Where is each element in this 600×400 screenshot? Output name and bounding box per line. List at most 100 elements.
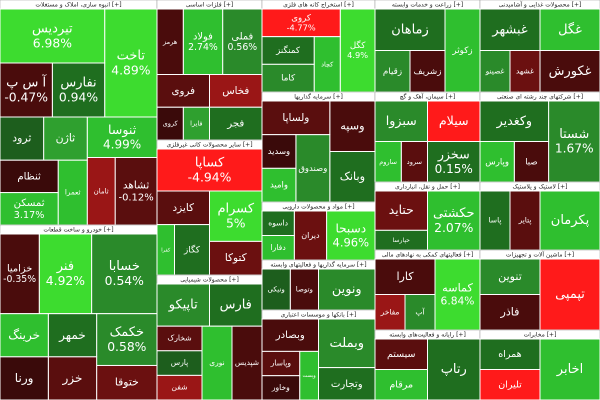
tile-label: پتایر [518,216,532,225]
sector: [+] سرمایه گذاریها وسپه وبانک ولساپا وصندوق و… [261,91,376,203]
tile-label: وبملت [330,336,364,351]
tile-change: 6.84% [441,294,475,307]
tile [374,258,436,295]
sector-name: [+] مخابرات [524,332,557,339]
tile [539,8,600,51]
sector: [+] مخابرات اخابر همراه تلیران [479,329,600,400]
tile-label: فولاد [193,31,213,42]
tile [0,192,59,226]
tile-label: فجر [226,119,244,130]
tile-label: غگل [558,21,582,37]
tile [0,8,106,64]
tile [339,8,376,93]
tile [326,210,376,261]
tile-label: پاسا [489,216,502,225]
tile-label: تاپیکو [168,298,198,313]
tile-label: کگل [350,40,366,51]
sector-name: [+] فلزات اساسی [186,2,234,9]
sector-name: [+] شرکتهای چند رشته ای صنعتی [497,94,583,101]
tile-label: مرقام [389,379,413,390]
tile [261,134,297,169]
tile-label: فروی [172,86,196,97]
tile-label: زماهان [391,22,428,37]
tile-change: 0.94% [59,90,98,104]
tile-label: داسوه [268,218,288,227]
tile-label: سیلام [439,113,469,128]
sector-name: [+] سرمایه گذاریها و فعالیتهای وابسته [270,261,366,269]
tile-label: ثامان [94,187,109,195]
tile-label: سرود [407,158,422,166]
sector-name: [+] محصولات غذایی و آشامیدنی [499,0,582,9]
tile [539,190,600,251]
tile [479,8,541,51]
sector-name: [+] سیمان، آهک و گچ [400,92,456,101]
tile-change: 4.92% [46,274,85,288]
tile-change: 2.74% [188,42,218,53]
tile-label: فنر [56,259,74,274]
sector-name: [+] سایر محصولات کانی غیرفلزی [166,142,252,149]
tile-label: دسبحا [335,221,366,235]
tile-change: 2.07% [434,221,473,235]
sector: [+] ماشین آلات و تجهیزات تپمپی تنوین فاذر [479,250,600,331]
tile [374,294,406,331]
tile-label: مفاخر [380,307,400,316]
tile-label: تپمپی [555,287,585,302]
tile-label: نفارس [60,75,96,90]
tile-change: 6.98% [33,36,72,50]
tile-label: سبزوا [386,113,417,129]
tile [261,8,341,38]
tile-label: آپ [415,306,425,316]
tile [374,190,428,231]
tile [0,233,40,315]
tile-label: غکورش [549,64,592,79]
tile [374,369,428,400]
tile [318,367,376,400]
tile [479,258,541,295]
tile [261,167,297,203]
tile [479,141,515,183]
sector-name: [+] رایانه و فعالیت‌های وابسته [389,332,466,339]
sector-name: [+] لاستیک و پلاستیک [512,184,567,191]
tile-change: 0.58% [107,340,146,354]
tile-change: 4.99% [103,137,141,151]
tile-label: دیران [301,231,320,240]
tile [318,268,376,311]
tile [96,364,158,400]
tile-label: حکشتی [433,206,475,221]
tile [201,325,233,400]
tile [479,100,550,142]
tile [0,313,49,358]
tile [293,210,328,261]
tile-label: فایرا [190,120,202,128]
tile [261,318,319,352]
tile-label: فملی [231,31,253,42]
sector-name: [+] زراعت و خدمات وابسته [392,2,463,9]
tile-label: ثشاهد [123,179,150,191]
tile [156,74,210,108]
sector: [+] انبوه سازی، املاک و مستغلات تاخت4.89%… [0,0,158,226]
tile-label: غبشهر [491,22,528,37]
tile-label: ثاژن [56,132,76,145]
sector: [+] رایانه و فعالیت‌های وابسته رتاپ سیستم م… [374,329,481,400]
tile-label: ونوین [332,282,362,297]
tile-label: همراه [498,349,521,360]
tile [0,159,59,194]
tile-label: ثمسکن [14,198,45,209]
tile-label: تنوین [498,270,522,283]
tile [479,369,541,400]
tile-label: خکمک [110,325,144,340]
tile-label: ورنا [15,371,34,386]
tile-label: هرمز [162,38,178,46]
tile-label: وبانک [340,170,365,184]
tile-label: تلیران [498,379,522,390]
sector-name: [+] سرمایه گذاریها [294,93,343,101]
sector-name: [+] خودرو و ساخت قطعات [43,227,113,234]
tile-label: وتجارت [331,379,363,390]
tile [548,100,600,183]
tile-label: شستا [559,127,589,142]
tile-change: 0.54% [105,274,144,288]
